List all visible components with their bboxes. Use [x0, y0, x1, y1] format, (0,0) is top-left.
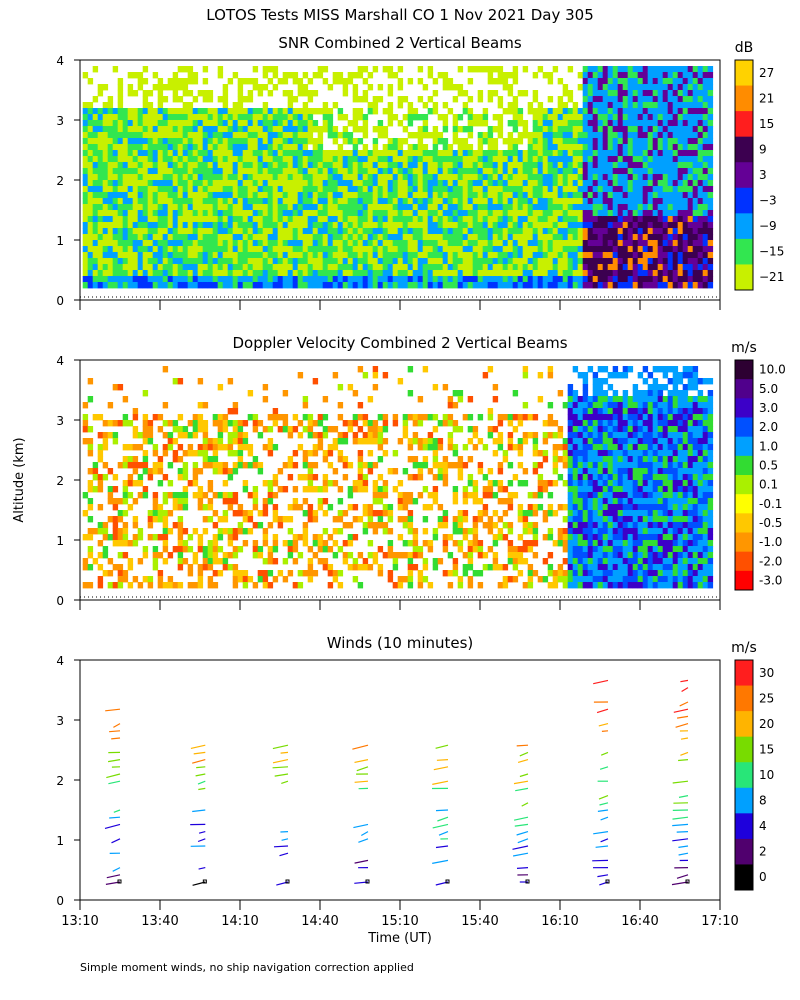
y-axis-label: Altitude (km): [12, 437, 27, 522]
colorbar-label: 0: [759, 870, 767, 884]
panel-title: Doppler Velocity Combined 2 Vertical Bea…: [232, 334, 567, 352]
y-tick-label: 1: [56, 834, 64, 848]
colorbar-label: 20: [759, 717, 774, 731]
y-tick-label: 1: [56, 234, 64, 248]
colorbar-label: -1.0: [759, 535, 782, 549]
x-tick-label: 13:40: [141, 914, 178, 929]
y-tick-label: 3: [56, 714, 64, 728]
colorbar-units: m/s: [731, 340, 757, 356]
colorbar-label: 8: [759, 794, 767, 808]
colorbar-label: −15: [759, 245, 784, 259]
page-title: LOTOS Tests MISS Marshall CO 1 Nov 2021 …: [206, 6, 593, 24]
colorbar-label: 5.0: [759, 382, 778, 396]
y-tick-label: 4: [56, 354, 64, 368]
colorbar-label: 27: [759, 66, 774, 80]
colorbar: 27 21 15 9 3 −3 −9 −15 −21 dB: [734, 40, 784, 291]
colorbar-label: -0.1: [759, 497, 782, 511]
x-tick-label: 16:10: [541, 914, 578, 929]
y-tick-label: 0: [56, 894, 64, 908]
colorbar-units: dB: [735, 40, 754, 56]
y-tick-label: 2: [56, 474, 64, 488]
plot-area: [104, 679, 690, 886]
colorbar-label: 25: [759, 691, 774, 705]
y-tick-label: 0: [56, 594, 64, 608]
colorbar-label: 15: [759, 742, 774, 756]
panel-title: Winds (10 minutes): [327, 634, 474, 652]
panel-3: Winds (10 minutes) 0 1 2 3 4 13:10 13:40 14:10 14…: [56, 634, 774, 929]
x-tick-label: 13:10: [61, 914, 98, 929]
colorbar-label: -3.0: [759, 573, 782, 587]
colorbar-label: 15: [759, 117, 774, 131]
y-tick-label: 4: [56, 54, 64, 68]
colorbar-label: 0.1: [759, 478, 778, 492]
colorbar-label: 30: [759, 666, 774, 680]
colorbar-label: -2.0: [759, 554, 782, 568]
colorbar-units: m/s: [731, 640, 757, 656]
x-tick-label: 14:10: [221, 914, 258, 929]
colorbar-label: −3: [759, 194, 777, 208]
y-tick-label: 4: [56, 654, 64, 668]
y-tick-label: 2: [56, 174, 64, 188]
panel-title: SNR Combined 2 Vertical Beams: [278, 34, 521, 52]
plot-area: [80, 66, 720, 298]
x-tick-label: 15:40: [461, 914, 498, 929]
colorbar-label: 9: [759, 142, 767, 156]
y-tick-label: 1: [56, 534, 64, 548]
x-tick-label: 17:10: [701, 914, 738, 929]
y-tick-label: 3: [56, 114, 64, 128]
colorbar: 10.0 5.0 3.0 2.0 1.0 0.5 0.1 -0.1 -0.5 -1.0 -2.0 -3…: [731, 340, 786, 591]
colorbar-label: 3.0: [759, 401, 778, 415]
y-tick-label: 3: [56, 414, 64, 428]
colorbar-label: 2: [759, 845, 767, 859]
panel-2: Doppler Velocity Combined 2 Vertical Bea…: [56, 334, 786, 610]
colorbar-label: -0.5: [759, 516, 782, 530]
colorbar-label: 21: [759, 91, 774, 105]
colorbar-label: 10: [759, 768, 774, 782]
colorbar-label: 10.0: [759, 363, 786, 377]
plot-area: [80, 366, 720, 598]
panel-1: SNR Combined 2 Vertical Beams 0 1 2 3 4 27 21 15…: [56, 34, 784, 310]
footnote: Simple moment winds, no ship navigation …: [80, 961, 414, 974]
colorbar-label: 1.0: [759, 439, 778, 453]
x-tick-label: 14:40: [301, 914, 338, 929]
colorbar-label: −21: [759, 270, 784, 284]
x-tick-label: 15:10: [381, 914, 418, 929]
colorbar-label: 3: [759, 168, 767, 182]
colorbar-label: 2.0: [759, 420, 778, 434]
colorbar-label: 0.5: [759, 458, 778, 472]
colorbar-label: −9: [759, 219, 777, 233]
x-tick-label: 16:40: [621, 914, 658, 929]
y-tick-label: 2: [56, 774, 64, 788]
x-axis-label: Time (UT): [367, 931, 432, 946]
y-tick-label: 0: [56, 294, 64, 308]
colorbar-label: 4: [759, 819, 767, 833]
